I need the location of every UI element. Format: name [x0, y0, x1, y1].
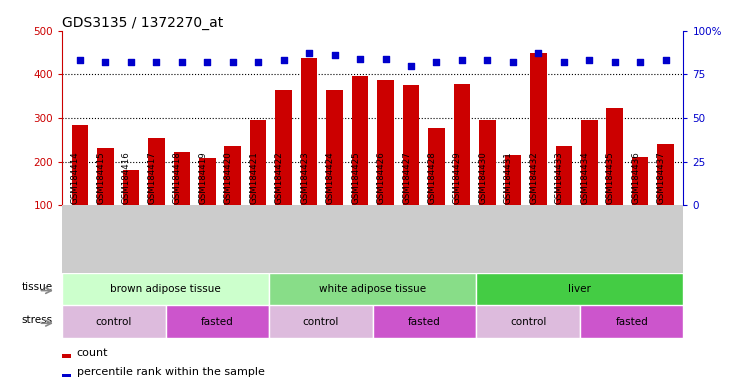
Bar: [454, 84, 470, 205]
Bar: [62, 273, 269, 305]
Bar: [581, 120, 597, 205]
Bar: [173, 152, 190, 205]
Point: [227, 59, 238, 65]
Bar: [269, 305, 373, 338]
Bar: [250, 120, 267, 205]
Point: [456, 57, 468, 63]
Point: [431, 59, 442, 65]
Point: [635, 59, 646, 65]
Bar: [62, 305, 166, 338]
Bar: [403, 85, 420, 205]
Bar: [166, 305, 269, 338]
Bar: [269, 273, 477, 305]
Bar: [632, 157, 648, 205]
Text: control: control: [96, 316, 132, 327]
Text: control: control: [510, 316, 546, 327]
Point: [660, 57, 672, 63]
Bar: [224, 146, 241, 205]
Bar: [530, 53, 547, 205]
Bar: [504, 155, 521, 205]
Point: [355, 56, 366, 62]
Bar: [477, 305, 580, 338]
Point: [74, 57, 86, 63]
Bar: [607, 108, 623, 205]
Text: count: count: [77, 348, 108, 358]
Text: liver: liver: [569, 284, 591, 294]
Text: control: control: [303, 316, 339, 327]
Bar: [373, 305, 477, 338]
Bar: [199, 158, 216, 205]
Point: [278, 57, 289, 63]
Point: [405, 63, 417, 69]
Bar: [556, 146, 572, 205]
Point: [151, 59, 162, 65]
Text: stress: stress: [22, 315, 53, 325]
Point: [303, 50, 315, 56]
Text: fasted: fasted: [201, 316, 234, 327]
Text: fasted: fasted: [616, 316, 648, 327]
Point: [583, 57, 595, 63]
Bar: [377, 79, 394, 205]
Bar: [326, 90, 343, 205]
Bar: [477, 273, 683, 305]
Point: [609, 59, 621, 65]
Bar: [62, 374, 72, 377]
Text: GDS3135 / 1372270_at: GDS3135 / 1372270_at: [62, 16, 224, 30]
Bar: [123, 170, 139, 205]
Point: [507, 59, 519, 65]
Text: percentile rank within the sample: percentile rank within the sample: [77, 367, 265, 377]
Point: [99, 59, 111, 65]
Bar: [580, 305, 683, 338]
Text: tissue: tissue: [22, 282, 53, 292]
Point: [252, 59, 264, 65]
Bar: [301, 58, 317, 205]
Bar: [62, 354, 72, 358]
Point: [329, 52, 341, 58]
Bar: [479, 120, 496, 205]
Point: [202, 59, 213, 65]
Point: [176, 59, 188, 65]
Point: [125, 59, 137, 65]
Bar: [657, 144, 674, 205]
Bar: [428, 128, 444, 205]
Text: fasted: fasted: [408, 316, 441, 327]
Point: [482, 57, 493, 63]
Text: white adipose tissue: white adipose tissue: [319, 284, 426, 294]
Text: brown adipose tissue: brown adipose tissue: [110, 284, 221, 294]
Bar: [148, 138, 164, 205]
Bar: [352, 76, 368, 205]
Bar: [276, 90, 292, 205]
Point: [379, 56, 391, 62]
Bar: [72, 125, 88, 205]
Point: [558, 59, 569, 65]
Point: [532, 50, 544, 56]
Bar: [97, 148, 114, 205]
